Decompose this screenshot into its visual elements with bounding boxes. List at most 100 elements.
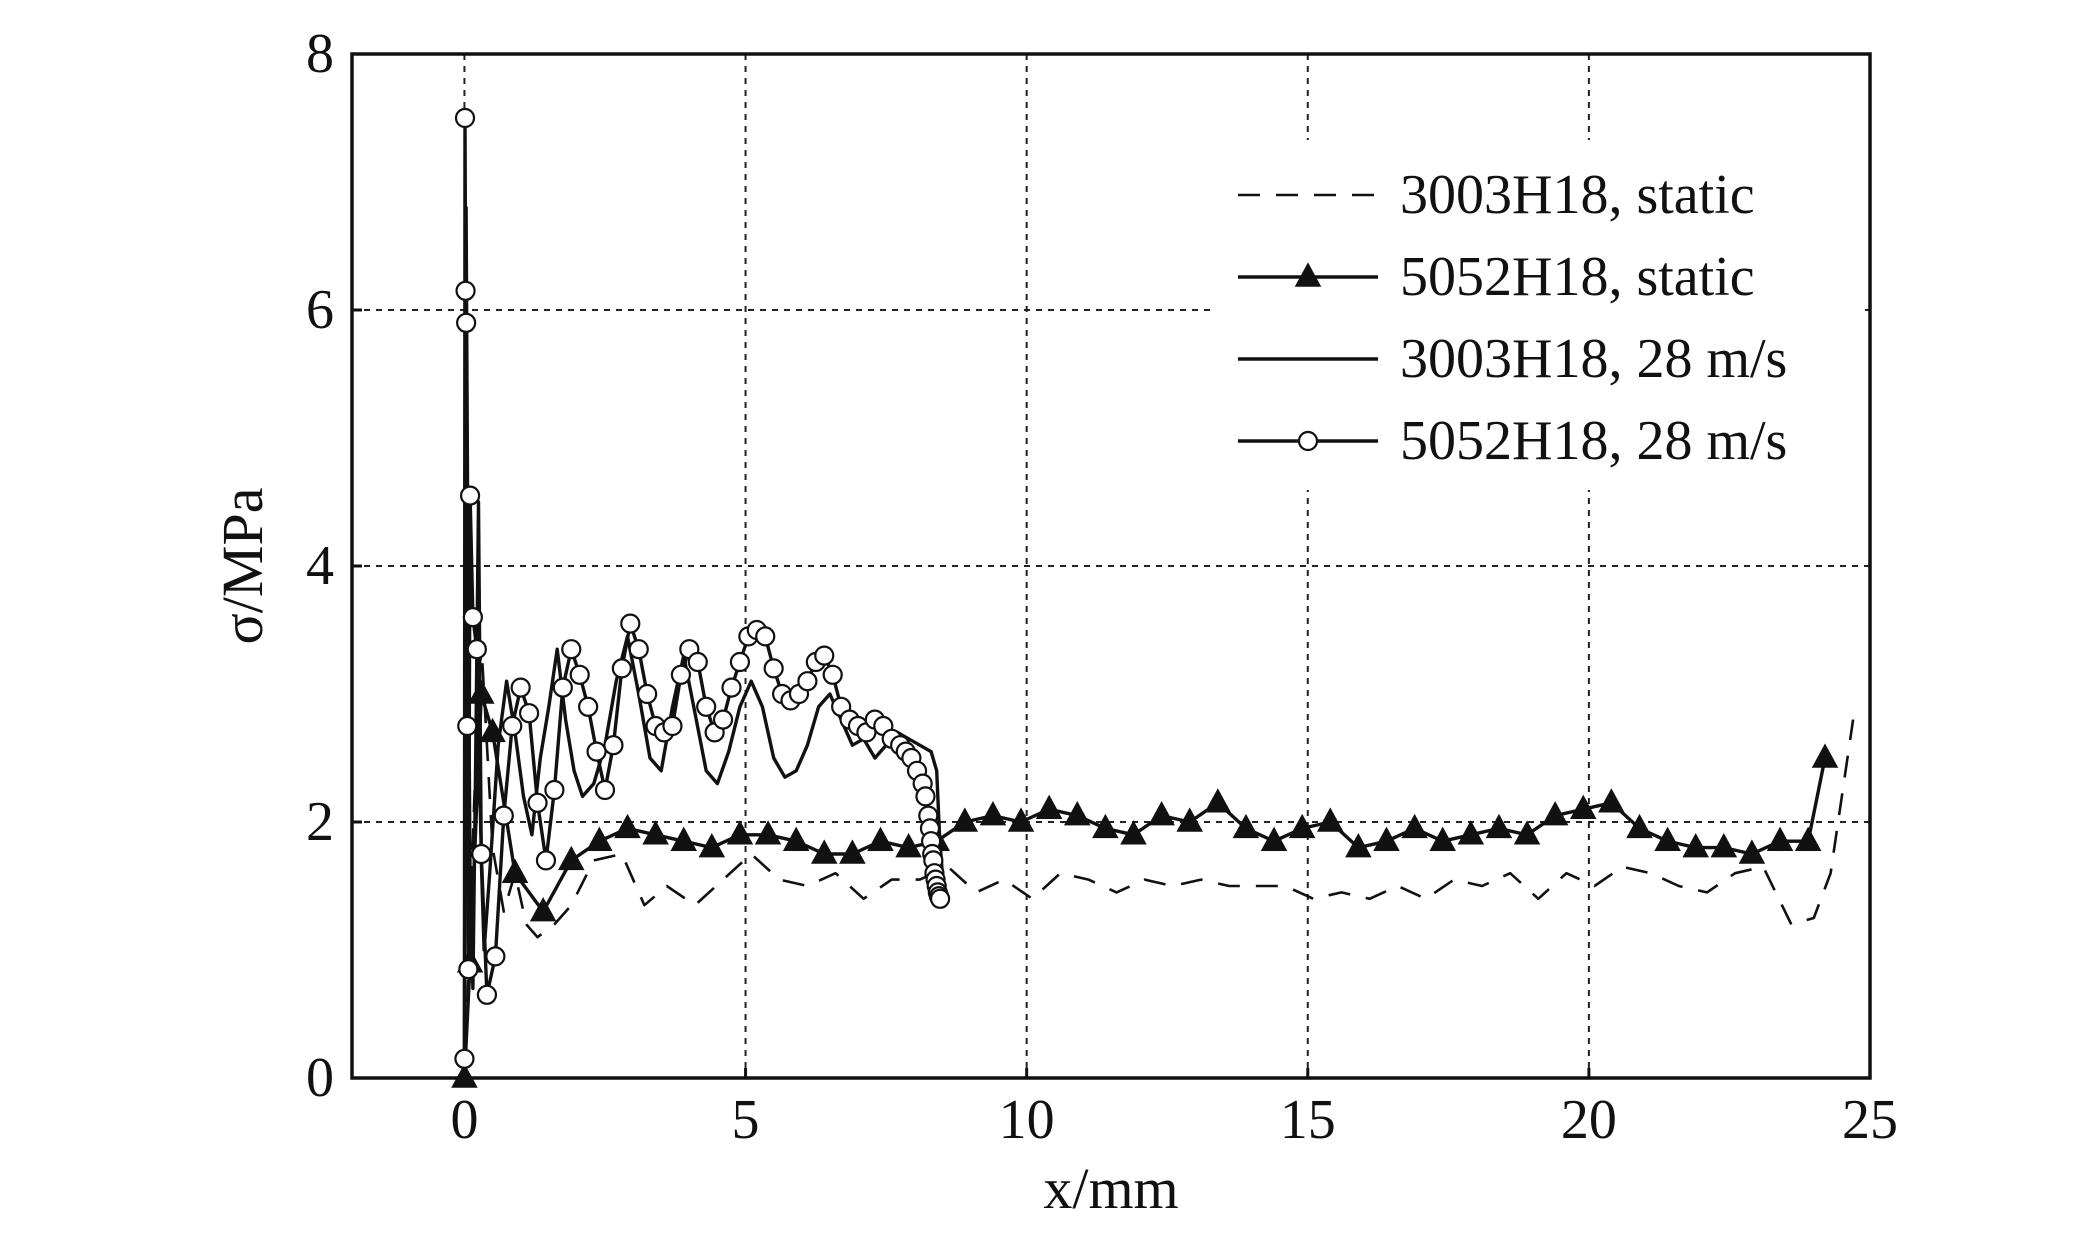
series-line — [462, 205, 944, 1079]
data-point-triangle — [1541, 801, 1569, 826]
data-point-triangle — [698, 833, 726, 858]
data-point-triangle — [586, 826, 613, 851]
data-point-circle — [518, 703, 540, 724]
data-point-triangle — [1598, 788, 1625, 813]
data-point-triangle — [1232, 813, 1260, 839]
series-3003h18-28-m-s — [462, 205, 944, 1079]
data-point-circle — [462, 607, 483, 628]
data-point-triangle — [1176, 807, 1203, 832]
data-point-circle — [569, 664, 590, 685]
data-point-circle — [561, 639, 582, 660]
data-point-triangle — [1345, 833, 1372, 858]
data-point-triangle — [1570, 794, 1597, 819]
data-point-triangle — [1738, 839, 1766, 864]
data-point-circle — [454, 1048, 475, 1069]
data-point-triangle — [1260, 826, 1288, 851]
data-point-triangle — [1654, 826, 1681, 851]
legend-item: 3003H18, static — [1238, 164, 1755, 226]
data-point-circle — [544, 779, 565, 801]
data-point-triangle — [726, 820, 754, 845]
axis-ticks: 0 5 10 15 20 25 0 2 4 6 8 — [306, 23, 1898, 1151]
data-point-triangle — [1485, 813, 1513, 839]
x-tick-label: 10 — [999, 1089, 1055, 1151]
data-point-circle — [454, 107, 476, 129]
legend-marker-circle — [1297, 430, 1319, 452]
legend-marker-triangle — [1294, 262, 1322, 287]
data-point-triangle — [1429, 826, 1456, 851]
data-point-circle — [510, 677, 531, 698]
data-point-triangle — [1513, 820, 1541, 845]
data-point-triangle — [501, 858, 529, 883]
y-tick-label: 4 — [306, 535, 334, 597]
y-tick-label: 6 — [306, 279, 334, 341]
data-point-triangle — [951, 807, 979, 832]
data-point-triangle — [1007, 807, 1035, 832]
y-tick-label: 0 — [306, 1047, 334, 1109]
x-tick-label: 5 — [732, 1089, 760, 1151]
data-point-triangle — [642, 820, 669, 845]
data-point-circle — [712, 709, 734, 730]
series-line — [463, 641, 1855, 1079]
data-point-triangle — [1092, 813, 1119, 839]
y-tick-label: 8 — [306, 23, 334, 85]
data-point-circle — [455, 280, 476, 301]
y-tick-label: 2 — [306, 791, 334, 853]
series-3003h18-static — [463, 641, 1855, 1079]
data-point-circle — [527, 792, 548, 813]
data-point-circle — [687, 651, 708, 673]
data-point-triangle — [614, 813, 641, 839]
data-point-triangle — [867, 826, 894, 851]
data-point-circle — [755, 626, 776, 647]
legend: 3003H18, static 5052H18, static 3003H18, 2… — [1215, 140, 1865, 490]
legend-label: 5052H18, 28 m/s — [1400, 410, 1787, 472]
data-point-triangle — [979, 801, 1007, 826]
data-point-circle — [459, 485, 481, 506]
data-point-circle — [915, 786, 936, 807]
legend-label: 3003H18, 28 m/s — [1400, 328, 1787, 390]
data-point-circle — [578, 696, 599, 717]
data-point-circle — [456, 312, 477, 333]
data-point-triangle — [1035, 794, 1063, 819]
data-point-circle — [611, 658, 632, 679]
data-point-triangle — [1120, 820, 1147, 845]
data-point-circle — [637, 683, 658, 705]
x-tick-label: 20 — [1561, 1089, 1617, 1151]
legend-item: 3003H18, 28 m/s — [1238, 328, 1787, 390]
data-point-circle — [471, 843, 492, 865]
data-point-triangle — [1204, 788, 1232, 813]
data-point-circle — [586, 741, 607, 762]
data-point-circle — [485, 946, 506, 967]
data-point-triangle — [1457, 820, 1485, 845]
data-point-circle — [603, 735, 624, 756]
data-point-circle — [476, 984, 498, 1005]
data-point-triangle — [1811, 743, 1839, 768]
data-point-triangle — [1682, 833, 1709, 858]
data-point-circle — [662, 715, 683, 737]
data-point-triangle — [782, 826, 810, 851]
data-point-circle — [797, 671, 818, 692]
data-point-circle — [721, 677, 742, 698]
data-point-triangle — [1148, 801, 1175, 826]
data-point-circle — [620, 613, 641, 634]
series-5052h18-static — [451, 679, 1839, 1088]
data-point-triangle — [1401, 813, 1428, 839]
x-axis-title: x/mm — [1043, 1156, 1178, 1221]
data-point-triangle — [1317, 807, 1344, 832]
series-line — [462, 692, 1827, 1079]
data-point-triangle — [558, 845, 585, 871]
data-point-circle — [814, 645, 835, 666]
x-tick-label: 25 — [1842, 1089, 1898, 1151]
data-point-triangle — [1766, 826, 1794, 851]
y-axis-title: σ/MPa — [210, 488, 275, 645]
legend-background — [1215, 140, 1865, 490]
x-tick-label: 0 — [450, 1089, 478, 1151]
data-point-circle — [535, 850, 557, 871]
data-point-circle — [493, 805, 514, 826]
data-point-circle — [466, 639, 487, 660]
data-point-triangle — [670, 826, 697, 851]
data-point-triangle — [1064, 801, 1091, 826]
data-point-triangle — [1710, 833, 1738, 858]
data-point-triangle — [895, 833, 922, 858]
legend-item: 5052H18, static — [1238, 246, 1755, 308]
